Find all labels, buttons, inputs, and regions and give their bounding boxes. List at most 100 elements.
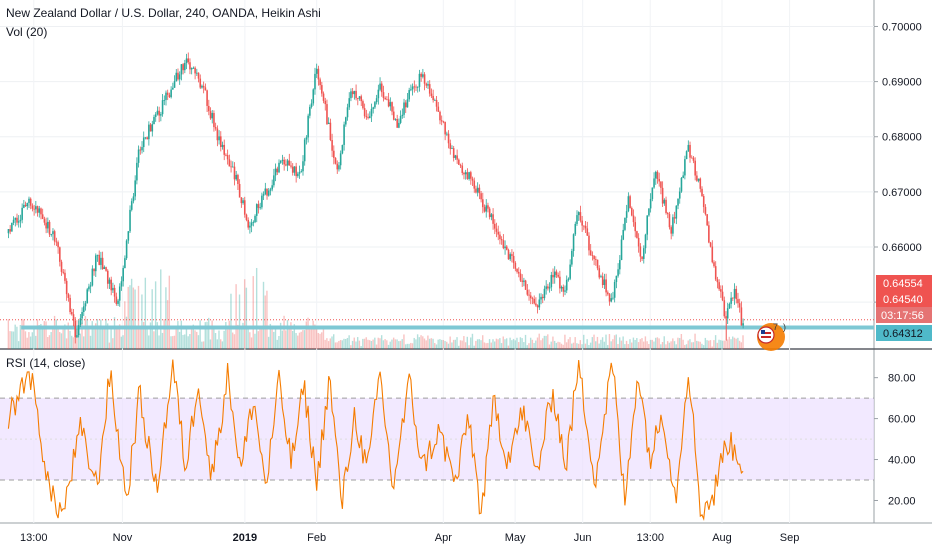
volume-bar	[702, 345, 705, 349]
volume-bar	[452, 339, 455, 349]
volume-bar	[346, 337, 349, 349]
candle-body	[243, 200, 246, 215]
candle-body	[281, 159, 284, 162]
time-tick-label: Feb	[307, 532, 326, 544]
candle-body	[528, 294, 530, 296]
volume-bar	[459, 340, 462, 349]
candle-body	[189, 62, 191, 70]
volume-bar	[216, 339, 218, 349]
volume-bar	[329, 338, 331, 349]
volume-bar	[423, 338, 426, 349]
volume-bar	[103, 328, 105, 349]
volume-bar	[386, 340, 388, 349]
candle-body	[137, 149, 140, 163]
candle-body	[519, 273, 522, 281]
volume-bar	[348, 335, 350, 349]
volume-bar	[454, 339, 457, 349]
volume-bar	[500, 343, 503, 349]
candle-body	[742, 323, 744, 326]
volume-bar	[279, 322, 282, 349]
volume-bar	[112, 338, 114, 349]
candle-body	[632, 215, 635, 223]
volume-bar	[211, 320, 213, 349]
volume-bar	[86, 319, 88, 349]
candle-body	[173, 81, 176, 88]
volume-bar	[278, 336, 280, 349]
volume-bar	[416, 334, 419, 349]
candle-body	[663, 199, 666, 204]
candle-body	[170, 89, 172, 98]
candle-body	[103, 267, 106, 270]
volume-bar	[201, 341, 203, 349]
candle-body	[507, 249, 510, 260]
volume-bar	[519, 337, 522, 349]
candle-body	[300, 171, 303, 173]
volume-bar	[670, 341, 672, 349]
volume-bar	[118, 324, 121, 349]
volume-bar	[319, 333, 321, 349]
volume-bar	[425, 340, 427, 349]
volume-bar	[654, 337, 657, 349]
volume-bar	[182, 334, 184, 349]
candle-body	[356, 98, 359, 99]
volume-bar	[77, 326, 80, 349]
us-flag-icon[interactable]: 7 )	[757, 322, 786, 351]
volume-bar	[173, 335, 176, 349]
volume-bar	[204, 322, 206, 349]
volume-bar	[94, 323, 97, 349]
volume-bar	[403, 334, 405, 349]
candle-body	[430, 93, 433, 96]
candle-body	[702, 196, 705, 208]
candle-body	[589, 250, 592, 256]
volume-bar	[240, 327, 242, 349]
volume-bar	[502, 336, 504, 349]
volume-bar	[547, 334, 549, 349]
candle-body	[59, 247, 61, 262]
candle-body	[331, 140, 333, 151]
candle-body	[134, 180, 136, 197]
candle-body	[237, 174, 239, 184]
candle-body	[505, 246, 508, 250]
price-tick-label: 0.66000	[882, 242, 922, 254]
volume-bar	[252, 276, 254, 349]
candle-body	[398, 122, 400, 128]
candle-body	[641, 256, 643, 259]
candle-body	[458, 159, 460, 165]
volume-bar	[475, 340, 477, 349]
volume-bar	[552, 336, 554, 349]
volume-bar	[543, 335, 546, 349]
volume-bar	[504, 339, 506, 349]
candle-body	[317, 68, 320, 80]
volume-bar	[672, 338, 674, 349]
candle-body	[382, 92, 385, 99]
volume-bar	[353, 337, 355, 349]
candle-body	[432, 95, 434, 101]
candle-body	[654, 171, 657, 179]
candle-body	[209, 111, 212, 119]
volume-bar	[259, 326, 261, 349]
candle-body	[620, 239, 623, 261]
candle-body	[665, 199, 667, 214]
volume-bar	[382, 340, 385, 349]
candle-body	[442, 121, 445, 123]
rsi-indicator-label: RSI (14, close)	[6, 356, 85, 370]
volume-bar	[706, 340, 708, 349]
candle-body	[692, 157, 695, 161]
volume-bar	[221, 341, 224, 349]
volume-bar	[12, 331, 15, 349]
candle-body	[567, 278, 570, 280]
volume-bar	[250, 337, 253, 349]
volume-bar	[309, 329, 311, 349]
volume-bar	[36, 319, 39, 349]
candle-body	[497, 231, 500, 235]
candle-body	[326, 104, 328, 125]
price-axis-labels: 0.700000.690000.680000.670000.660000.650…	[874, 21, 922, 309]
volume-bar	[697, 341, 700, 349]
volume-bar	[588, 345, 590, 349]
candle-body	[98, 254, 101, 265]
volume-bar	[106, 323, 109, 349]
candle-body	[476, 187, 479, 193]
candle-body	[644, 234, 647, 249]
volume-bar	[33, 326, 35, 349]
candle-body	[649, 198, 652, 209]
